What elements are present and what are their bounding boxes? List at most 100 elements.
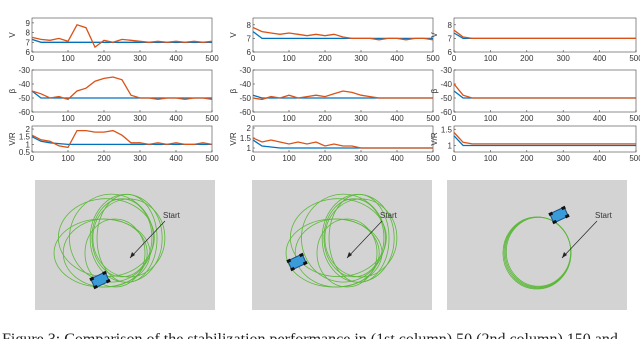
x-tick-label: 0: [251, 154, 256, 163]
y-axis-label: V/R: [8, 132, 17, 146]
robot-wheel: [298, 252, 304, 258]
orbit: [69, 193, 154, 283]
x-tick-label: 400: [169, 54, 183, 63]
orbit: [301, 193, 386, 283]
x-tick-label: 0: [30, 114, 35, 123]
y-tick-label: -60: [18, 108, 30, 117]
plot-frame: [453, 69, 637, 113]
start-label: Start: [163, 211, 181, 220]
y-tick-label: 1: [247, 144, 252, 153]
x-tick-label: 400: [593, 154, 607, 163]
x-tick-label: 100: [282, 154, 296, 163]
x-tick-label: 300: [354, 114, 368, 123]
x-tick-label: 300: [354, 154, 368, 163]
y-tick-label: -60: [239, 108, 251, 117]
plot-frame: [453, 17, 637, 53]
series-line: [453, 132, 636, 145]
y-axis-label: V: [430, 32, 439, 38]
plot-frame: [31, 125, 213, 153]
robot-wheel: [302, 260, 308, 266]
x-tick-label: 200: [520, 154, 534, 163]
y-tick-label: 1.5: [441, 125, 453, 134]
orbit: [316, 218, 378, 288]
robot-wheel: [548, 211, 554, 217]
series-line: [453, 29, 636, 40]
orbit: [84, 218, 146, 288]
arrow-head: [130, 252, 135, 258]
y-tick-label: -50: [440, 94, 452, 103]
trajectory-area: [252, 180, 432, 310]
x-tick-label: 100: [61, 154, 75, 163]
x-tick-label: 300: [354, 54, 368, 63]
y-tick-label: -50: [239, 94, 251, 103]
plot-frame: [453, 125, 637, 153]
y-tick-label: -50: [18, 94, 30, 103]
robot-wheel: [564, 213, 570, 219]
series-line: [252, 90, 433, 101]
x-tick-label: 300: [133, 154, 147, 163]
start-label: Start: [380, 211, 398, 220]
y-axis-label: β: [229, 88, 238, 93]
orbit: [323, 198, 385, 278]
series-line: [453, 83, 636, 99]
x-tick-label: 0: [30, 154, 35, 163]
trajectory-path: [53, 193, 166, 288]
start-arrow: [561, 220, 598, 259]
series-line: [31, 24, 213, 49]
robot-wheel: [552, 219, 558, 225]
orbit: [91, 198, 153, 278]
x-tick-label: 400: [390, 154, 404, 163]
y-axis-label: V: [8, 32, 17, 38]
orbit: [328, 193, 390, 283]
y-tick-label: 6: [448, 48, 453, 57]
x-tick-label: 400: [390, 54, 404, 63]
x-tick-label: 100: [484, 114, 498, 123]
orbit: [324, 198, 398, 278]
y-axis-label: V/R: [229, 132, 238, 146]
x-tick-label: 300: [557, 154, 571, 163]
x-tick-label: 500: [205, 114, 219, 123]
robot-body: [286, 253, 308, 271]
orbit: [294, 218, 380, 288]
x-tick-label: 100: [282, 114, 296, 123]
start-arrow: [346, 220, 383, 259]
x-tick-label: 0: [452, 154, 457, 163]
x-tick-label: 100: [484, 54, 498, 63]
x-tick-label: 300: [557, 114, 571, 123]
y-tick-label: -60: [440, 108, 452, 117]
robot-wheel: [560, 205, 566, 211]
x-tick-label: 400: [169, 154, 183, 163]
series-line: [252, 31, 433, 40]
x-tick-label: 200: [97, 54, 111, 63]
x-tick-label: 200: [318, 154, 332, 163]
start-label: Start: [595, 211, 613, 220]
y-tick-label: 6: [26, 48, 31, 57]
trajectory-path: [502, 216, 572, 290]
y-tick-label: 7: [247, 34, 252, 43]
y-tick-label: 8: [448, 21, 453, 30]
x-tick-label: 500: [205, 54, 219, 63]
x-tick-label: 0: [452, 54, 457, 63]
arrow-head: [347, 252, 352, 258]
y-tick-label: -40: [18, 80, 30, 89]
y-tick-label: 2: [26, 125, 31, 134]
x-tick-label: 400: [390, 114, 404, 123]
plot-frame: [252, 17, 434, 53]
x-tick-label: 100: [61, 114, 75, 123]
orbit: [62, 218, 148, 288]
y-tick-label: 2: [247, 124, 252, 133]
y-tick-label: 1.5: [19, 133, 31, 142]
x-tick-label: 400: [593, 54, 607, 63]
x-tick-label: 400: [593, 114, 607, 123]
y-tick-label: -30: [18, 66, 30, 75]
y-tick-label: -40: [239, 80, 251, 89]
y-tick-label: -30: [239, 66, 251, 75]
x-tick-label: 500: [205, 154, 219, 163]
x-tick-label: 200: [318, 54, 332, 63]
x-tick-label: 0: [251, 54, 256, 63]
x-tick-label: 200: [97, 114, 111, 123]
x-tick-label: 500: [426, 54, 440, 63]
x-tick-label: 500: [629, 154, 640, 163]
